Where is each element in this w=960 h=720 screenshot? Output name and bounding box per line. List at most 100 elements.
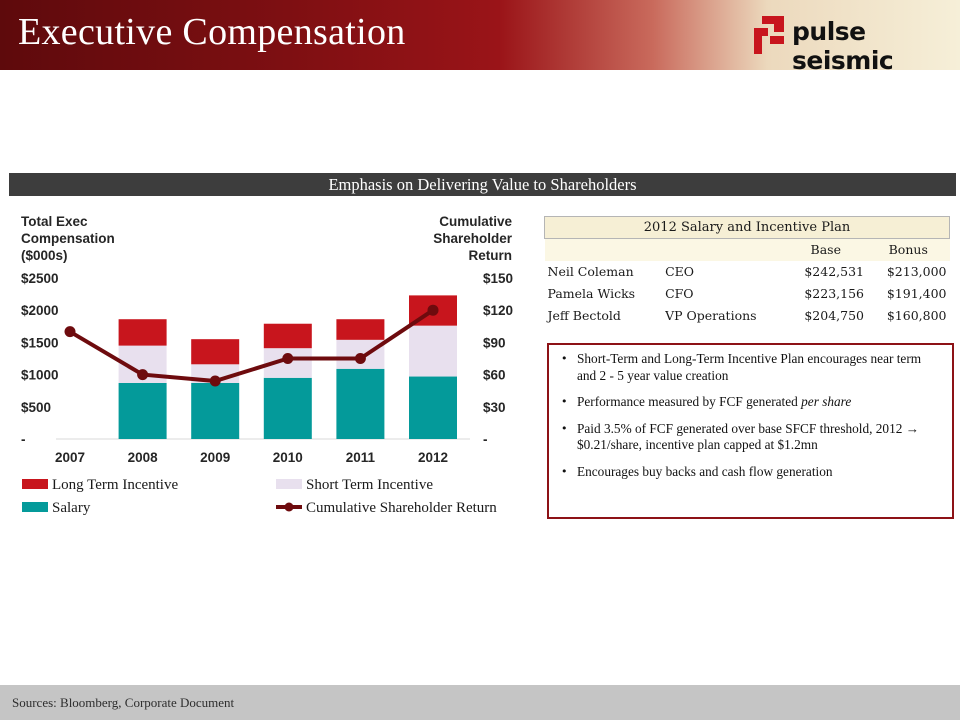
- y-tick-label: -: [21, 432, 26, 447]
- x-tick-label: 2009: [200, 450, 230, 465]
- table-header-row: Base Bonus: [544, 238, 950, 261]
- left-axis-ticks: - $500 $1000 $1500 $2000 $2500: [21, 271, 59, 447]
- bullet-item: • Short-Term and Long-Term Incentive Pla…: [561, 351, 942, 384]
- pulse-seismic-logo: pulse seismic: [752, 12, 952, 75]
- base-cell: $242,531: [804, 264, 864, 279]
- left-axis-title: Total Exec Compensation ($000s): [21, 214, 115, 263]
- table-row: Jeff Bectold VP Operations $204,750 $160…: [545, 305, 950, 327]
- bullet-text: Encourages buy backs and cash flow gener…: [577, 463, 833, 479]
- logo-mark-icon: [754, 16, 784, 54]
- bar-salary: [263, 377, 312, 439]
- bar-salary: [191, 382, 240, 439]
- bar-salary: [118, 382, 167, 439]
- return-point: [354, 353, 366, 364]
- section-bar: Emphasis on Delivering Value to Sharehol…: [9, 173, 956, 196]
- bonus-cell: $160,800: [886, 308, 947, 323]
- return-point: [64, 326, 76, 338]
- x-tick-label: 2008: [128, 450, 159, 465]
- legend-label: Short Term Incentive: [306, 477, 433, 493]
- bar-salary: [336, 368, 385, 439]
- y2-tick-label: $90: [483, 335, 506, 350]
- name-cell: Neil Coleman: [547, 264, 634, 279]
- footer-sources: Sources: Bloomberg, Corporate Document: [12, 695, 235, 710]
- bonus-cell: $191,400: [886, 286, 947, 301]
- bullet-dot-icon: •: [561, 421, 568, 435]
- salary-incentive-table: 2012 Salary and Incentive Plan Base Bonu…: [544, 216, 950, 327]
- x-tick-label: 2011: [346, 450, 376, 465]
- y2-tick-label: $30: [483, 400, 506, 415]
- return-point: [427, 304, 439, 316]
- return-point: [209, 375, 221, 387]
- left-axis-title-line: Total Exec: [21, 214, 88, 229]
- legend-swatch: [22, 502, 48, 512]
- return-line: [68, 308, 435, 384]
- right-axis-title: Cumulative Shareholder Return: [433, 214, 513, 263]
- arrow-right-icon: →: [905, 420, 919, 436]
- header-banner: Executive Compensation pulse seismic: [0, 0, 960, 75]
- x-axis-ticks: 2007 2008 2009 2010 2011 2012: [55, 450, 448, 465]
- section-title: Emphasis on Delivering Value to Sharehol…: [328, 175, 637, 194]
- bullet-text: $0.21/share, incentive plan capped at $1…: [577, 437, 818, 452]
- bar-long-term-incentive: [191, 339, 240, 365]
- right-axis-title-line: Return: [469, 248, 513, 263]
- bar-long-term-incentive: [263, 323, 312, 349]
- bar-long-term-incentive: [118, 319, 167, 346]
- legend-swatch: [276, 479, 302, 489]
- bullet-dot-icon: •: [561, 464, 568, 478]
- x-tick-label: 2010: [273, 450, 303, 465]
- logo-text: pulse seismic: [792, 17, 894, 75]
- right-axis-title-line: Cumulative: [439, 214, 512, 229]
- y-tick-label: $1500: [21, 335, 59, 350]
- header-cell: [544, 238, 663, 261]
- bullet-text: Performance measured by FCF generated: [577, 394, 802, 409]
- header-cell-bonus: Bonus: [867, 238, 950, 261]
- footer-bar: Sources: Bloomberg, Corporate Document: [0, 685, 960, 720]
- left-axis-title-line: ($000s): [21, 248, 68, 263]
- header-cell: [662, 238, 785, 261]
- compensation-chart: Total Exec Compensation ($000s) Cumulative…: [21, 214, 513, 516]
- bullet-dot-icon: •: [561, 395, 568, 408]
- role-cell: CEO: [665, 264, 694, 279]
- right-axis-title-line: Shareholder: [433, 231, 513, 246]
- table-title: 2012 Salary and Incentive Plan: [544, 216, 950, 239]
- bar-long-term-incentive: [336, 319, 385, 340]
- legend-line-marker: [284, 502, 294, 512]
- x-tick-label: 2012: [418, 450, 448, 465]
- base-cell: $223,156: [804, 286, 864, 301]
- bullet-text: Short-Term and Long-Term Incentive Plan …: [577, 351, 922, 383]
- x-tick-label: 2007: [55, 450, 85, 465]
- table-row: Neil Coleman CEO $242,531 $213,000: [545, 261, 950, 283]
- bullet-item: • Encourages buy backs and cash flow gen…: [561, 464, 942, 481]
- legend-label: Cumulative Shareholder Return: [306, 500, 497, 516]
- bar-series: [118, 295, 457, 439]
- name-cell: Jeff Bectold: [547, 308, 621, 323]
- role-cell: CFO: [665, 286, 694, 301]
- bullet-item: • Paid 3.5% of FCF generated over base S…: [561, 421, 942, 454]
- y-tick-label: $2000: [21, 303, 59, 318]
- name-cell: Pamela Wicks: [547, 286, 636, 301]
- role-cell: VP Operations: [665, 308, 757, 323]
- y2-tick-label: $150: [483, 271, 513, 286]
- y2-tick-label: $60: [483, 368, 506, 383]
- bullet-item: • Performance measured by FCF generated …: [561, 394, 942, 411]
- table-row: Pamela Wicks CFO $223,156 $191,400: [545, 283, 950, 305]
- left-axis-title-line: Compensation: [21, 231, 115, 246]
- bonus-cell: $213,000: [886, 264, 947, 279]
- return-point: [137, 369, 149, 381]
- bullet-text: Paid 3.5% of FCF generated over base SFC…: [577, 420, 906, 436]
- incentive-bullets-box: • Short-Term and Long-Term Incentive Pla…: [547, 343, 954, 519]
- table-title-row: 2012 Salary and Incentive Plan: [544, 216, 950, 239]
- bar-salary: [409, 376, 457, 439]
- legend-label: Long Term Incentive: [52, 477, 178, 493]
- y-tick-label: $500: [21, 400, 51, 415]
- y-tick-label: $2500: [21, 271, 59, 286]
- y2-tick-label: -: [483, 432, 488, 447]
- chart-legend: Long Term Incentive Short Term Incentive S…: [22, 477, 497, 516]
- return-line-series: [64, 304, 439, 387]
- right-axis-ticks: - $30 $60 $90 $120 $150: [483, 271, 513, 447]
- header-cell-base: Base: [784, 238, 867, 261]
- slide-title: Executive Compensation: [18, 11, 406, 53]
- legend-label: Salary: [52, 500, 91, 516]
- y2-tick-label: $120: [483, 303, 513, 318]
- y-tick-label: $1000: [21, 368, 59, 383]
